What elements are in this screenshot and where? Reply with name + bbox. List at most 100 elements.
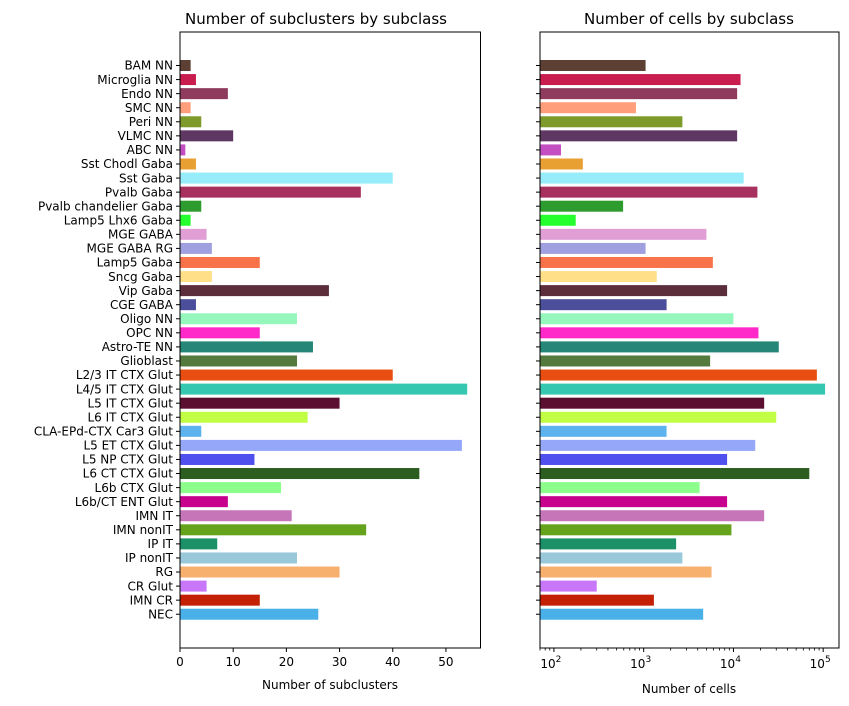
left-x-axis-label: Number of subclusters <box>262 678 398 692</box>
subcluster-bar <box>180 580 207 592</box>
tick-base: 10 <box>810 657 825 671</box>
left-axes-frame <box>179 31 481 649</box>
category-label: Lamp5 Gaba <box>97 256 173 270</box>
subcluster-bar <box>180 200 202 212</box>
category-label: MGE GABA <box>108 228 174 242</box>
subcluster-bar <box>180 341 313 353</box>
right-x-axis-label: Number of cells <box>642 682 736 696</box>
cells-bar <box>540 60 646 71</box>
cells-bar <box>540 552 683 564</box>
subcluster-bar <box>180 313 298 325</box>
cells-bar <box>540 524 732 536</box>
subcluster-bar <box>180 299 196 311</box>
category-label: L4/5 IT CTX Glut <box>76 382 173 396</box>
subcluster-bar <box>180 453 255 465</box>
right-x-tick-label: 105 <box>810 655 831 671</box>
cells-bar <box>540 116 683 128</box>
subcluster-bar <box>180 439 462 451</box>
left-x-tick-label: 10 <box>226 655 241 669</box>
category-label: IP IT <box>148 537 174 551</box>
subcluster-bar <box>180 482 282 494</box>
right-x-tick-label: 103 <box>630 655 651 671</box>
category-label: OPC NN <box>126 326 173 340</box>
category-label: CGE GABA <box>110 298 174 312</box>
subcluster-bar <box>180 369 393 381</box>
tick-exponent: 4 <box>735 655 741 665</box>
category-label: SMC NN <box>125 101 173 115</box>
cells-bar <box>540 580 597 592</box>
cells-bar <box>540 327 759 339</box>
left-x-tick-label: 50 <box>438 655 453 669</box>
cells-bar <box>540 510 765 522</box>
category-label: IMN IT <box>135 509 173 523</box>
category-label: Pvalb Gaba <box>105 185 173 199</box>
cells-bar <box>540 566 712 578</box>
cells-bar <box>540 411 777 423</box>
subcluster-bar <box>180 130 234 142</box>
category-label: Pvalb chandelier Gaba <box>38 199 173 213</box>
subcluster-bar <box>180 228 207 240</box>
subcluster-bar <box>180 468 420 480</box>
left-x-tick-label: 0 <box>176 655 184 669</box>
category-label: ABC NN <box>127 143 173 157</box>
category-label: Vip Gaba <box>119 284 173 298</box>
category-label: L6b/CT ENT Glut <box>75 495 173 509</box>
right-x-tick-label: 104 <box>720 655 741 671</box>
tick-base: 10 <box>630 657 645 671</box>
subcluster-bar <box>180 144 186 156</box>
subcluster-bar <box>180 411 308 423</box>
category-label: L6b CTX Glut <box>95 481 174 495</box>
category-label: Peri NN <box>129 115 173 129</box>
category-label: IP nonIT <box>125 551 174 565</box>
cells-bar <box>540 397 765 409</box>
subcluster-bar <box>180 256 260 268</box>
subcluster-bar <box>180 383 468 395</box>
subcluster-bar <box>180 186 361 198</box>
category-label: IMN CR <box>130 593 173 607</box>
cells-bar <box>540 186 758 198</box>
category-label: CLA-EPd-CTX Car3 Glut <box>34 425 173 439</box>
subcluster-bar <box>180 116 202 128</box>
subcluster-bar <box>180 74 196 86</box>
tick-exponent: 5 <box>825 655 831 665</box>
category-label: NEC <box>148 607 173 621</box>
cells-bar <box>540 172 744 184</box>
cells-bar <box>540 313 734 325</box>
category-label: Astro-TE NN <box>102 340 173 354</box>
cells-bar <box>540 425 667 437</box>
cells-bar <box>540 130 738 142</box>
cells-bar <box>540 468 810 480</box>
cells-bar <box>540 383 826 395</box>
subcluster-bar <box>180 566 340 578</box>
subcluster-bar <box>180 608 319 620</box>
cells-bar <box>540 271 657 283</box>
cells-bar <box>540 608 704 620</box>
left-x-ticks: 0 10 20 30 40 50 <box>176 648 454 669</box>
category-label: Microglia NN <box>97 73 173 87</box>
subcluster-bar <box>180 172 393 184</box>
right-x-ticks: 102 103 104 105 <box>539 648 831 671</box>
subcluster-bar <box>180 510 292 522</box>
subcluster-bar <box>180 327 260 339</box>
cells-bar <box>540 102 636 114</box>
cells-bar <box>540 355 711 367</box>
cells-bar <box>540 285 728 297</box>
cells-bar <box>540 74 741 86</box>
cells-bar <box>540 158 583 170</box>
cells-bar <box>540 144 562 156</box>
subcluster-bar <box>180 524 367 536</box>
cells-panel: Number of cells by subclass 102 103 104 105… <box>536 10 840 696</box>
cells-bar <box>540 341 779 353</box>
category-label: Oligo NN <box>120 312 173 326</box>
subcluster-bar <box>180 88 228 100</box>
cells-bar <box>540 482 700 494</box>
left-chart-title: Number of subclusters by subclass <box>185 10 447 28</box>
category-label: Sst Gaba <box>119 171 173 185</box>
cells-bar <box>540 299 667 311</box>
left-bars <box>180 60 468 620</box>
category-label: L6 IT CTX Glut <box>87 410 173 424</box>
category-label: Glioblast <box>120 354 173 368</box>
cells-bar <box>540 214 576 226</box>
subcluster-bar <box>180 271 212 283</box>
